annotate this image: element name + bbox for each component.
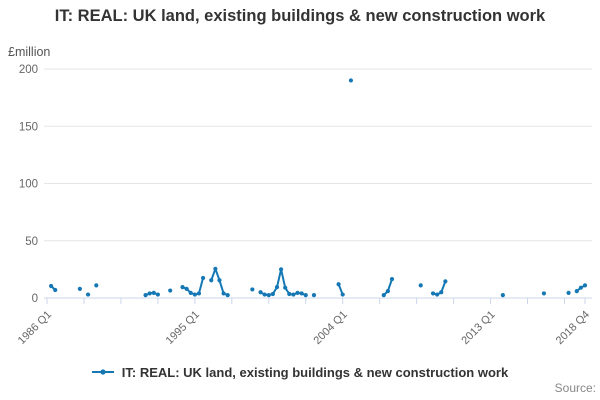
legend-dot-icon [100,369,106,375]
data-point[interactable] [283,285,288,290]
data-point[interactable] [151,290,156,295]
data-point[interactable] [348,78,354,83]
data-point[interactable] [500,293,505,298]
series-segment [280,268,287,289]
x-tick-label: 1986 Q1 [16,309,54,347]
data-point[interactable] [258,290,263,295]
data-point[interactable] [430,291,436,296]
data-point[interactable] [225,293,230,298]
data-point[interactable] [435,292,440,297]
y-tick-label: 200 [19,64,38,76]
x-tick-label: 2004 Q1 [311,309,349,347]
data-point[interactable] [439,290,444,295]
data-point[interactable] [278,267,284,272]
data-point[interactable] [213,266,218,271]
data-point[interactable] [418,283,423,288]
data-point[interactable] [266,293,271,298]
source-label: Source: [554,381,596,395]
data-point[interactable] [303,293,308,298]
data-point[interactable] [389,277,395,282]
x-tick-label: 1995 Q1 [164,309,202,347]
data-point[interactable] [49,283,54,289]
series-segment [386,278,393,293]
legend-label: IT: REAL: UK land, existing buildings & … [121,364,509,380]
data-point[interactable] [262,292,267,297]
data-point[interactable] [443,279,448,284]
data-point[interactable] [340,292,345,297]
data-point[interactable] [295,290,300,295]
data-point[interactable] [184,286,189,291]
data-point[interactable] [311,293,317,298]
data-point[interactable] [147,291,152,296]
y-tick-label: 50 [25,236,38,248]
data-point[interactable] [209,278,214,283]
data-point[interactable] [85,292,91,297]
data-point[interactable] [221,291,226,296]
data-point[interactable] [196,291,202,296]
data-point[interactable] [566,290,571,295]
data-point[interactable] [200,275,206,281]
x-tick-label: 2018 Q4 [554,309,592,347]
chart-title: IT: REAL: UK land, existing buildings & … [54,7,546,25]
legend[interactable]: IT: REAL: UK land, existing buildings & … [0,362,600,382]
data-point[interactable] [287,291,292,297]
data-point[interactable] [381,293,386,298]
data-point[interactable] [250,287,255,292]
data-point[interactable] [155,292,160,297]
data-point[interactable] [574,289,579,294]
data-point[interactable] [385,289,390,294]
series-segment [275,268,283,289]
data-point[interactable] [94,283,99,288]
data-point[interactable] [180,285,185,290]
y-tick-label: 150 [19,121,38,133]
data-point[interactable] [582,283,588,288]
data-point[interactable] [291,292,296,297]
data-point[interactable] [274,285,280,290]
data-point[interactable] [168,288,173,293]
series-segment [197,276,205,295]
data-point[interactable] [192,292,197,297]
data-point[interactable] [217,278,222,283]
data-point[interactable] [299,291,304,296]
y-axis-unit-label: £million [8,45,51,59]
data-point[interactable] [143,293,148,298]
data-point[interactable] [270,291,275,297]
y-tick-label: 0 [32,293,38,305]
y-tick-label: 100 [19,179,38,191]
x-tick-label: 2013 Q1 [459,309,497,347]
data-point[interactable] [541,291,547,296]
data-point[interactable] [336,282,341,287]
data-point[interactable] [578,285,583,290]
legend-marker-icon [91,369,114,375]
data-point[interactable] [77,286,82,291]
series-segment [218,279,225,295]
data-point[interactable] [188,290,193,295]
data-point[interactable] [53,287,58,293]
